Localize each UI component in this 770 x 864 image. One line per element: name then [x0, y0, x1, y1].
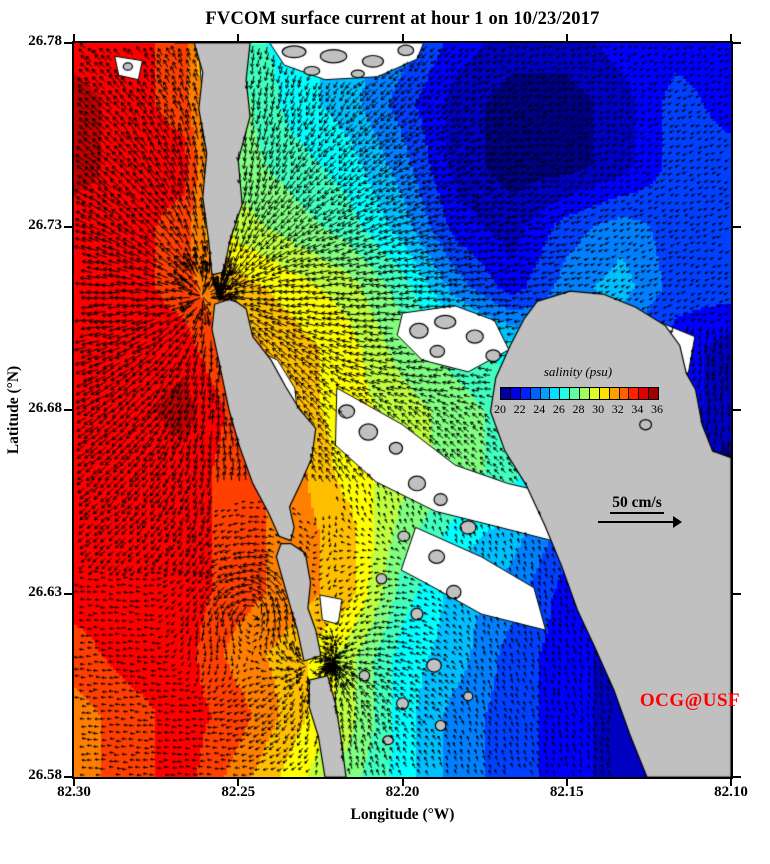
- y-tick-mark: [64, 592, 72, 595]
- colorbar-cell: [520, 388, 530, 399]
- scale-arrow-icon: [598, 521, 674, 523]
- x-tick-label: 82.20: [385, 784, 420, 800]
- colorbar-cell: [510, 388, 520, 399]
- x-tick-label: 82.25: [221, 784, 256, 800]
- y-tick-mark-right: [733, 42, 741, 44]
- x-tick-mark-top: [730, 34, 732, 41]
- colorbar-cell: [530, 388, 540, 399]
- colorbar-cell: [589, 388, 599, 399]
- x-tick-label: 82.15: [549, 784, 584, 800]
- x-tick-mark-top: [565, 34, 568, 41]
- x-tick-mark-top: [73, 34, 75, 41]
- x-tick-mark-top: [401, 34, 404, 41]
- colorbar-tick-label: 22: [513, 402, 526, 416]
- x-tick-mark-top: [237, 34, 240, 41]
- colorbar-tick-label: 20: [494, 402, 506, 416]
- x-tick-mark: [237, 779, 240, 786]
- colorbar-title: salinity (psu): [543, 364, 613, 379]
- x-tick-label: 82.10: [714, 784, 748, 800]
- colorbar-tick-label: 36: [651, 402, 663, 416]
- scale-arrow-label: 50 cm/s: [574, 494, 700, 514]
- colorbar-cell: [580, 388, 589, 399]
- watermark: OCG@USF: [639, 690, 741, 711]
- y-tick-mark: [64, 42, 72, 44]
- y-tick-mark-right: [733, 776, 741, 778]
- y-tick-label: 26.78: [28, 33, 62, 49]
- colorbar-tick-label: 26: [552, 402, 565, 416]
- colorbar-tick-label: 32: [611, 402, 624, 416]
- x-tick-mark: [730, 779, 732, 786]
- y-tick-mark-right: [733, 225, 741, 228]
- colorbar: [500, 387, 659, 400]
- colorbar-cell: [609, 388, 619, 399]
- colorbar-tick-label: 30: [592, 402, 605, 416]
- colorbar-cell: [649, 388, 658, 399]
- colorbar-tick-label: 28: [572, 402, 585, 416]
- colorbar-cell: [629, 388, 639, 399]
- colorbar-cell: [540, 388, 550, 399]
- y-tick-mark: [64, 225, 72, 228]
- colorbar-cell: [550, 388, 560, 399]
- colorbar-cell: [560, 388, 570, 399]
- x-tick-mark: [73, 779, 75, 786]
- map-canvas: [74, 43, 731, 777]
- x-tick-mark: [565, 779, 568, 786]
- y-tick-mark-right: [733, 592, 741, 595]
- scale-arrowhead-icon: [673, 516, 682, 528]
- colorbar-cell: [599, 388, 609, 399]
- x-axis-label: Longitude (°W): [350, 806, 455, 823]
- y-tick-label: 26.63: [28, 583, 62, 600]
- y-tick-mark: [64, 776, 72, 778]
- figure-title: FVCOM surface current at hour 1 on 10/23…: [205, 9, 600, 29]
- y-tick-mark: [64, 409, 72, 411]
- x-tick-mark: [401, 779, 404, 786]
- y-tick-label: 26.68: [28, 400, 62, 416]
- colorbar-cell: [619, 388, 629, 399]
- y-tick-mark-right: [733, 409, 741, 411]
- map-plot-area: salinity (psu) 20 22 24 26 28 30 32 34 36 50 cm/…: [72, 41, 740, 779]
- y-tick-label: 26.73: [28, 216, 62, 233]
- y-tick-label: 26.58: [28, 767, 62, 783]
- colorbar-cell: [570, 388, 579, 399]
- colorbar-cell: [639, 388, 649, 399]
- colorbar-cell: [501, 388, 510, 399]
- colorbar-tick-label: 24: [533, 402, 546, 416]
- x-tick-label: 82.30: [57, 784, 91, 800]
- colorbar-tick-label: 34: [631, 402, 644, 416]
